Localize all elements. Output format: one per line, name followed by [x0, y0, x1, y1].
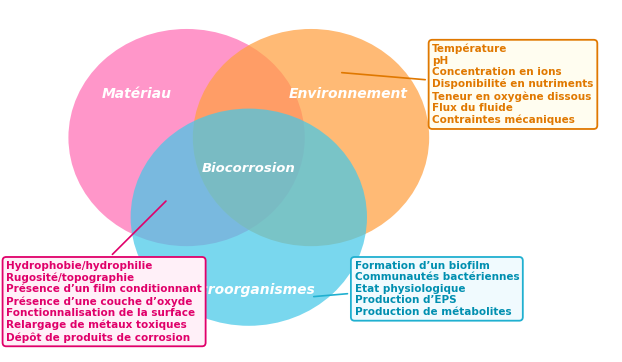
Ellipse shape	[193, 29, 429, 246]
Ellipse shape	[131, 109, 367, 326]
Text: Formation d’un biofilm
Communautés bactériennes
Etat physiologique
Production d’: Formation d’un biofilm Communautés bacté…	[313, 261, 519, 317]
Text: Matériau: Matériau	[102, 87, 172, 101]
Text: Environnement: Environnement	[289, 87, 408, 101]
Text: Hydrophobie/hydrophilie
Rugosité/topographie
Présence d’un film conditionnant
Pr: Hydrophobie/hydrophilie Rugosité/topogra…	[6, 201, 202, 343]
Text: Température
pH
Concentration en ions
Disponibilité en nutriments
Teneur en oxygè: Température pH Concentration en ions Dis…	[341, 43, 593, 125]
Text: Microorganismes: Microorganismes	[182, 283, 316, 296]
Ellipse shape	[68, 29, 305, 246]
Text: Biocorrosion: Biocorrosion	[202, 162, 295, 175]
